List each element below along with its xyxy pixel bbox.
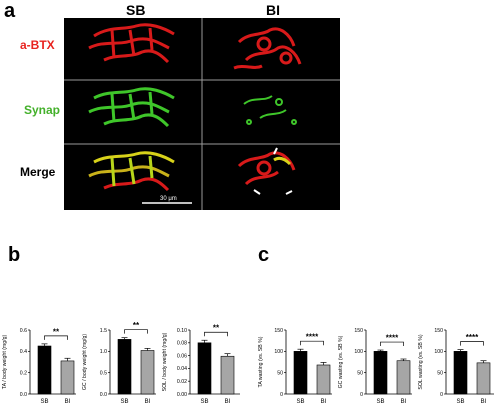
row-label-a-btx: a-BTX bbox=[20, 38, 55, 52]
significance-bracket bbox=[204, 331, 228, 337]
y-tick-label: 50 bbox=[437, 370, 443, 376]
scale-bar-label: 30 μm bbox=[160, 196, 177, 202]
bar-sb bbox=[117, 339, 132, 395]
micrograph-bi-abtx bbox=[233, 27, 302, 70]
bar-bi bbox=[316, 364, 331, 395]
significance-label: ** bbox=[53, 327, 60, 336]
y-tick-label: 0.04 bbox=[177, 366, 187, 372]
y-tick-label: 0 bbox=[440, 392, 443, 398]
row-label-synap: Synap bbox=[24, 103, 61, 117]
x-tick-label: BI bbox=[481, 399, 487, 405]
y-tick-label: 0.2 bbox=[20, 370, 27, 376]
y-axis-label: TA wasting (vs. SB %) bbox=[258, 336, 264, 387]
micrograph-sb-merge bbox=[88, 151, 175, 192]
significance-bracket bbox=[460, 341, 484, 346]
y-tick-label: 0.0 bbox=[100, 392, 107, 398]
x-tick-label: SB bbox=[40, 399, 48, 405]
micrograph-sb-abtx bbox=[88, 23, 175, 64]
significance-bracket bbox=[124, 329, 148, 334]
chart-sol-wasting: SOL wasting (vs. SB %) 0 50 100 150 SB BI **** bbox=[416, 312, 500, 417]
significance-label: **** bbox=[386, 334, 399, 343]
column-header-bi: BI bbox=[266, 2, 280, 18]
y-tick-label: 0.0 bbox=[20, 392, 27, 398]
bar-sb bbox=[37, 345, 52, 395]
micrograph-bi-synap bbox=[243, 95, 297, 125]
row-label-merge: Merge bbox=[20, 165, 56, 179]
chart-ta-body-weight: TA / body weight (mg/g) 0.0 0.2 0.4 0.6 SB BI *… bbox=[0, 312, 82, 417]
y-tick-label: 0.4 bbox=[20, 349, 27, 355]
y-axis-label: GC wasting (vs. SB %) bbox=[338, 335, 344, 388]
panel-label-a: a bbox=[4, 0, 16, 22]
y-tick-label: 0.06 bbox=[177, 353, 187, 359]
x-tick-label: SB bbox=[456, 399, 464, 405]
y-tick-label: 1.0 bbox=[100, 349, 107, 355]
y-tick-label: 0.6 bbox=[20, 328, 27, 334]
x-tick-label: SB bbox=[120, 399, 128, 405]
significance-bracket bbox=[380, 341, 404, 347]
y-tick-label: 0.5 bbox=[100, 370, 107, 376]
y-tick-label: 0.08 bbox=[177, 341, 187, 347]
y-tick-label: 0.10 bbox=[177, 328, 187, 334]
micrograph-bi-merge bbox=[237, 147, 296, 195]
y-tick-label: 100 bbox=[354, 349, 363, 355]
chart-ta-wasting: TA wasting (vs. SB %) 0 50 100 150 SB BI **** bbox=[256, 312, 338, 417]
y-tick-label: 150 bbox=[354, 328, 363, 334]
bar-bi bbox=[140, 350, 155, 395]
y-tick-label: 150 bbox=[434, 328, 443, 334]
x-tick-label: SB bbox=[376, 399, 384, 405]
x-tick-label: BI bbox=[321, 399, 327, 405]
y-axis-label: GC / body weight (mg/g) bbox=[82, 334, 88, 390]
y-axis-label: TA / body weight (mg/g) bbox=[2, 335, 8, 390]
y-tick-label: 100 bbox=[274, 349, 283, 355]
bar-bi bbox=[220, 355, 235, 395]
x-tick-label: BI bbox=[65, 399, 71, 405]
x-tick-label: SB bbox=[296, 399, 304, 405]
bar-sb bbox=[453, 351, 468, 395]
bar-sb bbox=[373, 351, 388, 395]
bar-sb bbox=[197, 342, 212, 395]
panel-label-c: c bbox=[258, 244, 270, 266]
y-tick-label: 1.5 bbox=[100, 328, 107, 334]
y-tick-label: 0 bbox=[360, 392, 363, 398]
y-tick-label: 0.02 bbox=[177, 379, 187, 385]
significance-label: ** bbox=[213, 324, 220, 333]
bar-bi bbox=[60, 360, 75, 395]
x-tick-label: SB bbox=[200, 399, 208, 405]
significance-bracket bbox=[300, 340, 324, 346]
panel-label-b: b bbox=[8, 244, 21, 266]
bar-bi bbox=[476, 362, 491, 395]
chart-gc-wasting: GC wasting (vs. SB %) 0 50 100 150 SB BI **** bbox=[336, 312, 418, 417]
x-tick-label: BI bbox=[225, 399, 231, 405]
y-tick-label: 0 bbox=[280, 392, 283, 398]
significance-label: ** bbox=[133, 321, 140, 330]
column-header-sb: SB bbox=[126, 2, 146, 18]
y-tick-label: 100 bbox=[434, 349, 443, 355]
bar-sb bbox=[293, 351, 308, 395]
y-tick-label: 50 bbox=[357, 370, 363, 376]
y-tick-label: 0.00 bbox=[177, 392, 187, 398]
significance-bracket bbox=[44, 335, 68, 340]
micrograph-grid: 30 μm bbox=[64, 18, 340, 210]
significance-label: **** bbox=[466, 333, 479, 342]
micrograph-sb-synap bbox=[88, 87, 175, 128]
x-tick-label: BI bbox=[401, 399, 407, 405]
y-axis-label: SOL / body weight (mg/g) bbox=[162, 332, 168, 391]
bar-bi bbox=[396, 360, 411, 395]
chart-sol-body-weight: SOL / body weight (mg/g) 0.00 0.02 0.04 0.06… bbox=[160, 312, 246, 417]
y-tick-label: 150 bbox=[274, 328, 283, 334]
x-tick-label: BI bbox=[145, 399, 151, 405]
y-axis-label: SOL wasting (vs. SB %) bbox=[418, 334, 424, 389]
y-tick-label: 50 bbox=[277, 370, 283, 376]
significance-label: **** bbox=[306, 333, 319, 342]
chart-gc-body-weight: GC / body weight (mg/g) 0.0 0.5 1.0 1.5 SB BI *… bbox=[80, 312, 162, 417]
